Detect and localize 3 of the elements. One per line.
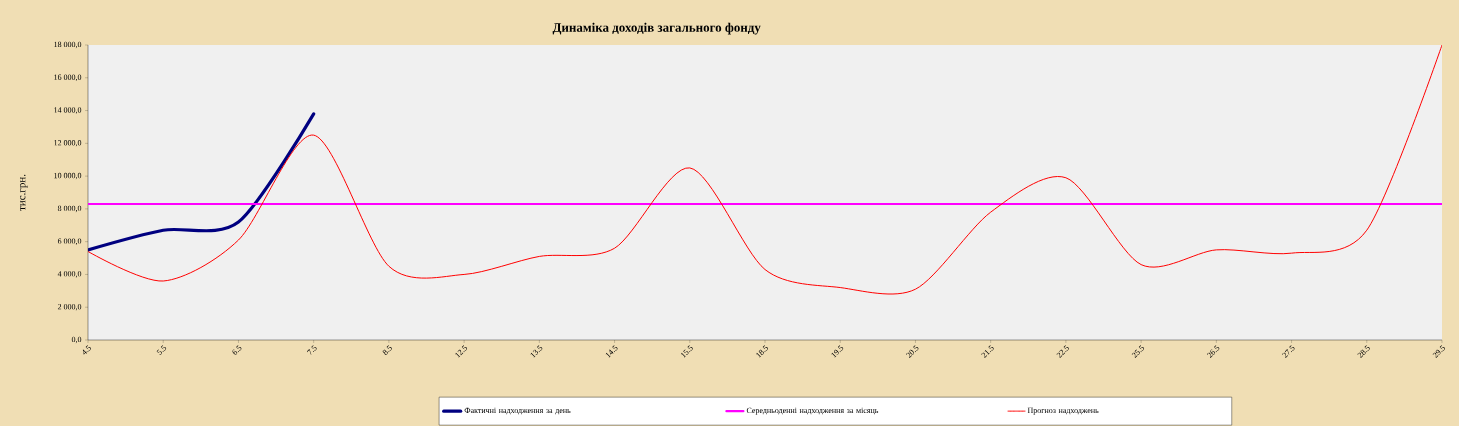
chart-title: Динаміка доходів загального фонду [552, 22, 761, 35]
line-series [88, 112, 316, 252]
y-axis-title: тис.грн. [20, 174, 28, 211]
